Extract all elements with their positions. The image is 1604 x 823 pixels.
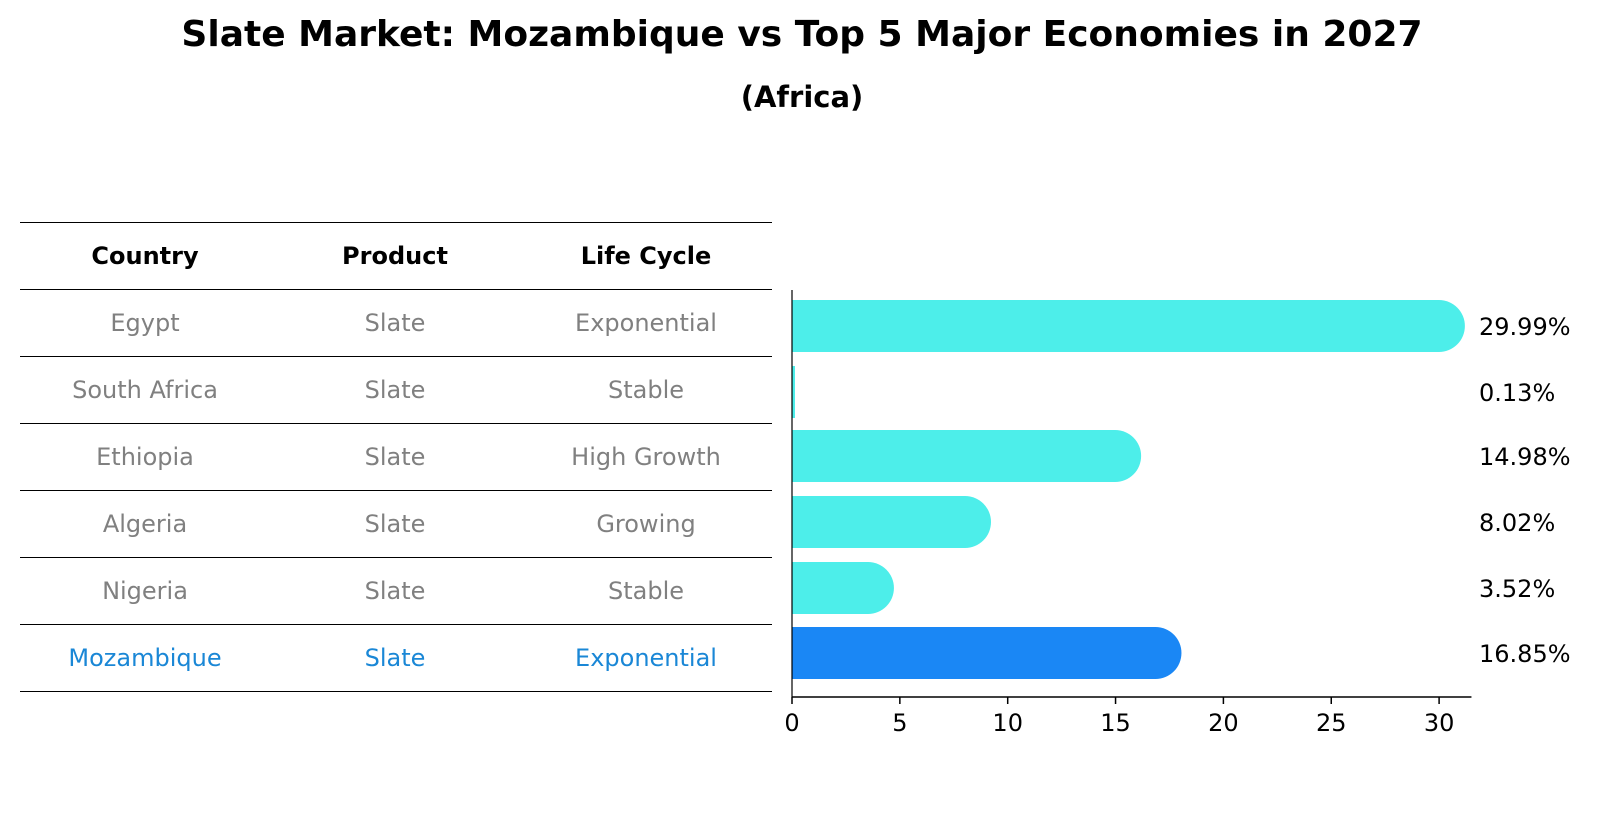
data-table: Country Product Life Cycle Egypt Slate E… (20, 222, 772, 692)
x-tick-label: 25 (1316, 709, 1347, 737)
bar-algeria (792, 496, 991, 548)
bar-value-label: 3.52% (1479, 575, 1555, 603)
header-country: Country (91, 242, 199, 270)
cell-country: Algeria (102, 510, 188, 538)
x-tick-label: 5 (892, 709, 907, 737)
bar-value-label: 0.13% (1479, 379, 1555, 407)
cell-country: Ethiopia (96, 443, 194, 471)
bar-south-africa (792, 366, 795, 418)
cell-life-cycle: Stable (607, 577, 685, 605)
header-product: Product (342, 242, 448, 270)
chart-subtitle: (Africa) (740, 80, 864, 114)
bar-value-label: 14.98% (1479, 443, 1571, 471)
cell-life-cycle: Exponential (575, 309, 717, 337)
cell-product: Slate (364, 510, 426, 538)
cell-product: Slate (364, 376, 426, 404)
bar-value-label: 29.99% (1479, 313, 1571, 341)
cell-country: Mozambique (68, 644, 222, 672)
x-tick-label: 20 (1208, 709, 1239, 737)
cell-life-cycle: Exponential (575, 644, 717, 672)
bar-ethiopia (792, 430, 1142, 482)
table-row: Egypt Slate Exponential (20, 289, 772, 356)
table-row-highlight: Mozambique Slate Exponential (20, 624, 772, 692)
x-tick-label: 15 (1100, 709, 1131, 737)
table-row: South Africa Slate Stable (20, 356, 772, 423)
cell-life-cycle: Stable (607, 376, 685, 404)
bar-egypt (792, 300, 1465, 352)
table-row: Nigeria Slate Stable (20, 557, 772, 624)
bar-nigeria (792, 562, 894, 614)
cell-product: Slate (364, 443, 426, 471)
cell-country: Egypt (110, 309, 180, 337)
table-header-row: Country Product Life Cycle (20, 222, 772, 289)
bar-value-label: 8.02% (1479, 509, 1555, 537)
cell-country: Nigeria (102, 577, 188, 605)
table-row: Algeria Slate Growing (20, 490, 772, 557)
x-tick-label: 0 (784, 709, 799, 737)
x-tick-label: 10 (992, 709, 1023, 737)
bar-value-label: 16.85% (1479, 640, 1571, 668)
cell-product: Slate (364, 644, 426, 672)
header-life-cycle: Life Cycle (580, 242, 712, 270)
table-row: Ethiopia Slate High Growth (20, 423, 772, 490)
cell-life-cycle: Growing (596, 510, 696, 538)
x-tick-label: 30 (1424, 709, 1455, 737)
chart-title: Slate Market: Mozambique vs Top 5 Major … (181, 14, 1423, 55)
cell-life-cycle: High Growth (571, 443, 721, 471)
cell-product: Slate (364, 577, 426, 605)
cell-product: Slate (364, 309, 426, 337)
bar-mozambique (792, 627, 1182, 679)
cell-country: South Africa (72, 376, 218, 404)
